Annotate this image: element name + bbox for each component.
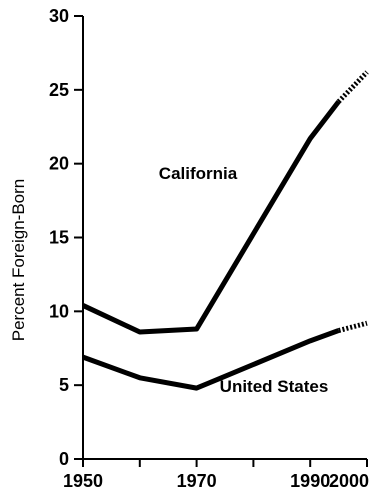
series-line-united-states: [82, 328, 340, 391]
y-tick-label-15: 15: [49, 228, 69, 248]
series-label-united-states: United States: [220, 377, 329, 396]
y-axis-label: Percent Foreign-Born: [9, 179, 28, 342]
series-line-california: [81, 100, 341, 335]
series-projection-california: [336, 70, 369, 104]
series-label-california: California: [159, 164, 238, 183]
series-lines: [81, 70, 369, 391]
y-tick-label-20: 20: [49, 154, 69, 174]
series-projection-united-states: [337, 320, 368, 333]
y-tick-label-25: 25: [49, 80, 69, 100]
tick-marks: [74, 15, 368, 467]
x-tick-label-2000: 2000: [329, 471, 369, 491]
y-tick-label-30: 30: [49, 6, 69, 26]
y-tick-labels: 0 5 10 15 20 25 30: [49, 6, 69, 469]
y-tick-label-5: 5: [59, 375, 69, 395]
y-tick-label-10: 10: [49, 301, 69, 321]
y-tick-label-0: 0: [59, 449, 69, 469]
x-tick-label-1990: 1990: [290, 471, 330, 491]
x-tick-label-1950: 1950: [63, 471, 103, 491]
x-tick-label-1970: 1970: [177, 471, 217, 491]
